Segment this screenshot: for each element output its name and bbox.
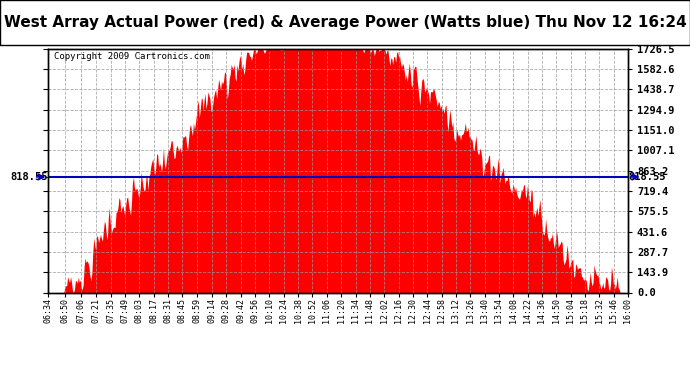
Text: West Array Actual Power (red) & Average Power (Watts blue) Thu Nov 12 16:24: West Array Actual Power (red) & Average …	[3, 15, 687, 30]
Text: Copyright 2009 Cartronics.com: Copyright 2009 Cartronics.com	[54, 53, 210, 62]
Text: 818.55: 818.55	[10, 172, 48, 182]
Text: 818.55: 818.55	[629, 172, 666, 182]
